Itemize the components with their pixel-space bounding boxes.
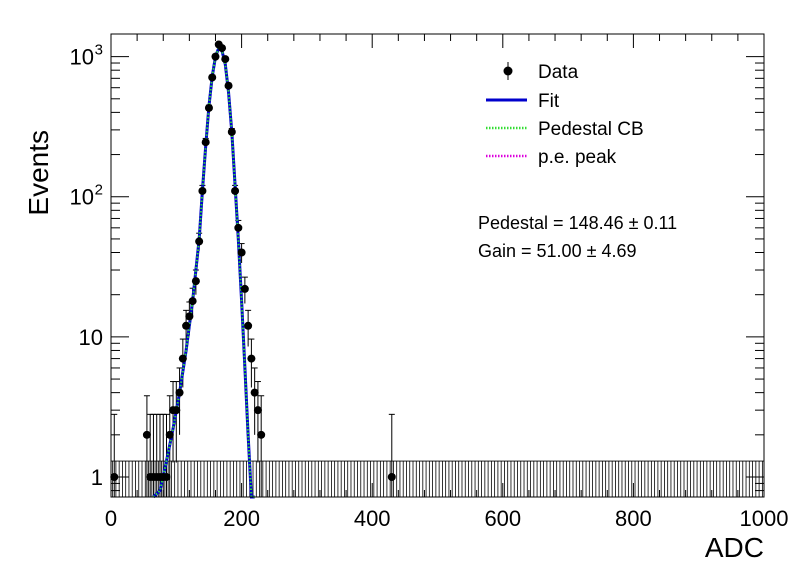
legend: Data Fit Pedestal CB p.e. peak bbox=[486, 62, 644, 168]
x-axis-label: ADC bbox=[705, 532, 764, 563]
data-point bbox=[185, 312, 194, 321]
data-point bbox=[142, 430, 151, 439]
x-tick-label: 1000 bbox=[740, 506, 789, 531]
data-point bbox=[257, 430, 266, 439]
pedestal-cb-curve bbox=[152, 46, 255, 498]
y-tick-label: 10 bbox=[70, 185, 94, 210]
fit-annotation: Pedestal = 148.46 ± 0.11 bbox=[478, 213, 677, 233]
y-tick-exponent: 3 bbox=[95, 42, 103, 59]
data-point bbox=[231, 186, 240, 195]
data-point bbox=[162, 473, 171, 482]
data-point bbox=[234, 223, 243, 232]
data-markers bbox=[110, 40, 396, 482]
data-point bbox=[175, 388, 184, 397]
x-tick-label: 0 bbox=[105, 506, 117, 531]
data-point bbox=[224, 81, 233, 90]
fit-annotation: Gain = 51.00 ± 4.69 bbox=[478, 241, 637, 261]
legend-label: Fit bbox=[538, 91, 560, 112]
data-point bbox=[250, 388, 259, 397]
x-tick-label: 200 bbox=[223, 506, 260, 531]
data-point bbox=[178, 354, 187, 363]
data-point bbox=[218, 44, 227, 53]
x-tick-label: 400 bbox=[354, 506, 391, 531]
data-point bbox=[191, 277, 200, 286]
data-point bbox=[208, 73, 217, 82]
legend-label: Pedestal CB bbox=[538, 119, 644, 140]
data-point bbox=[188, 297, 197, 306]
data-point bbox=[253, 406, 262, 415]
y-tick-label: 1 bbox=[91, 465, 103, 490]
data-point bbox=[244, 321, 253, 330]
legend-label: Data bbox=[538, 62, 579, 83]
data-point bbox=[237, 248, 246, 257]
plot-frame bbox=[110, 33, 765, 498]
x-tick-label: 600 bbox=[484, 506, 521, 531]
data-point bbox=[221, 55, 230, 64]
data-point bbox=[198, 186, 207, 195]
y-axis-label: Events bbox=[23, 130, 54, 216]
data-point bbox=[240, 284, 249, 293]
data-point bbox=[201, 138, 210, 147]
data-point bbox=[172, 406, 181, 415]
data-point bbox=[387, 473, 396, 482]
legend-label: p.e. peak bbox=[538, 147, 617, 168]
data-point bbox=[195, 237, 204, 246]
y-tick-label: 10 bbox=[79, 325, 103, 350]
legend-data-marker bbox=[503, 66, 513, 76]
data-point bbox=[247, 354, 256, 363]
y-tick-label: 10 bbox=[70, 45, 94, 70]
fit-curves bbox=[152, 45, 255, 499]
data-point bbox=[182, 321, 191, 330]
fit-annotations: Pedestal = 148.46 ± 0.11 Gain = 51.00 ± 4… bbox=[478, 213, 677, 261]
data-point bbox=[211, 52, 220, 61]
data-point bbox=[227, 127, 236, 136]
y-tick-exponent: 2 bbox=[95, 182, 103, 199]
data-point bbox=[204, 103, 213, 112]
x-tick-label: 800 bbox=[615, 506, 652, 531]
data-point bbox=[165, 430, 174, 439]
